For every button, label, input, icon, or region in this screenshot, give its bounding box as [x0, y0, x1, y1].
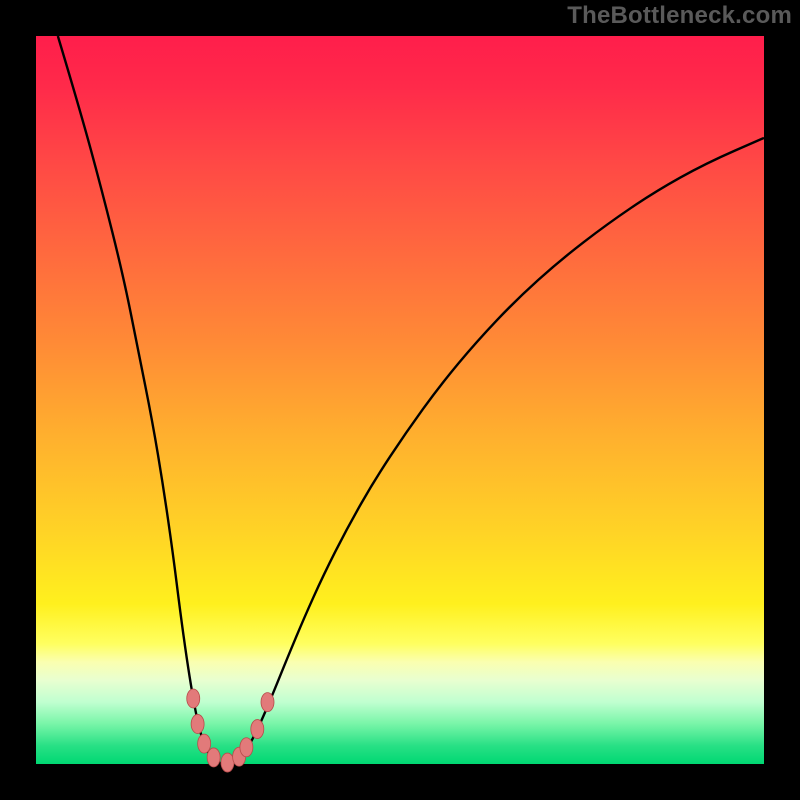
highlight-marker: [261, 693, 274, 712]
bottleneck-chart: [0, 0, 800, 800]
plot-background: [36, 36, 764, 764]
watermark-text: TheBottleneck.com: [567, 2, 792, 30]
highlight-marker: [221, 753, 234, 772]
highlight-marker: [240, 738, 253, 757]
highlight-marker: [187, 689, 200, 708]
highlight-marker: [251, 720, 264, 739]
highlight-marker: [191, 714, 204, 733]
highlight-marker: [207, 748, 220, 767]
chart-container: TheBottleneck.com: [0, 0, 800, 800]
highlight-marker: [198, 734, 211, 753]
